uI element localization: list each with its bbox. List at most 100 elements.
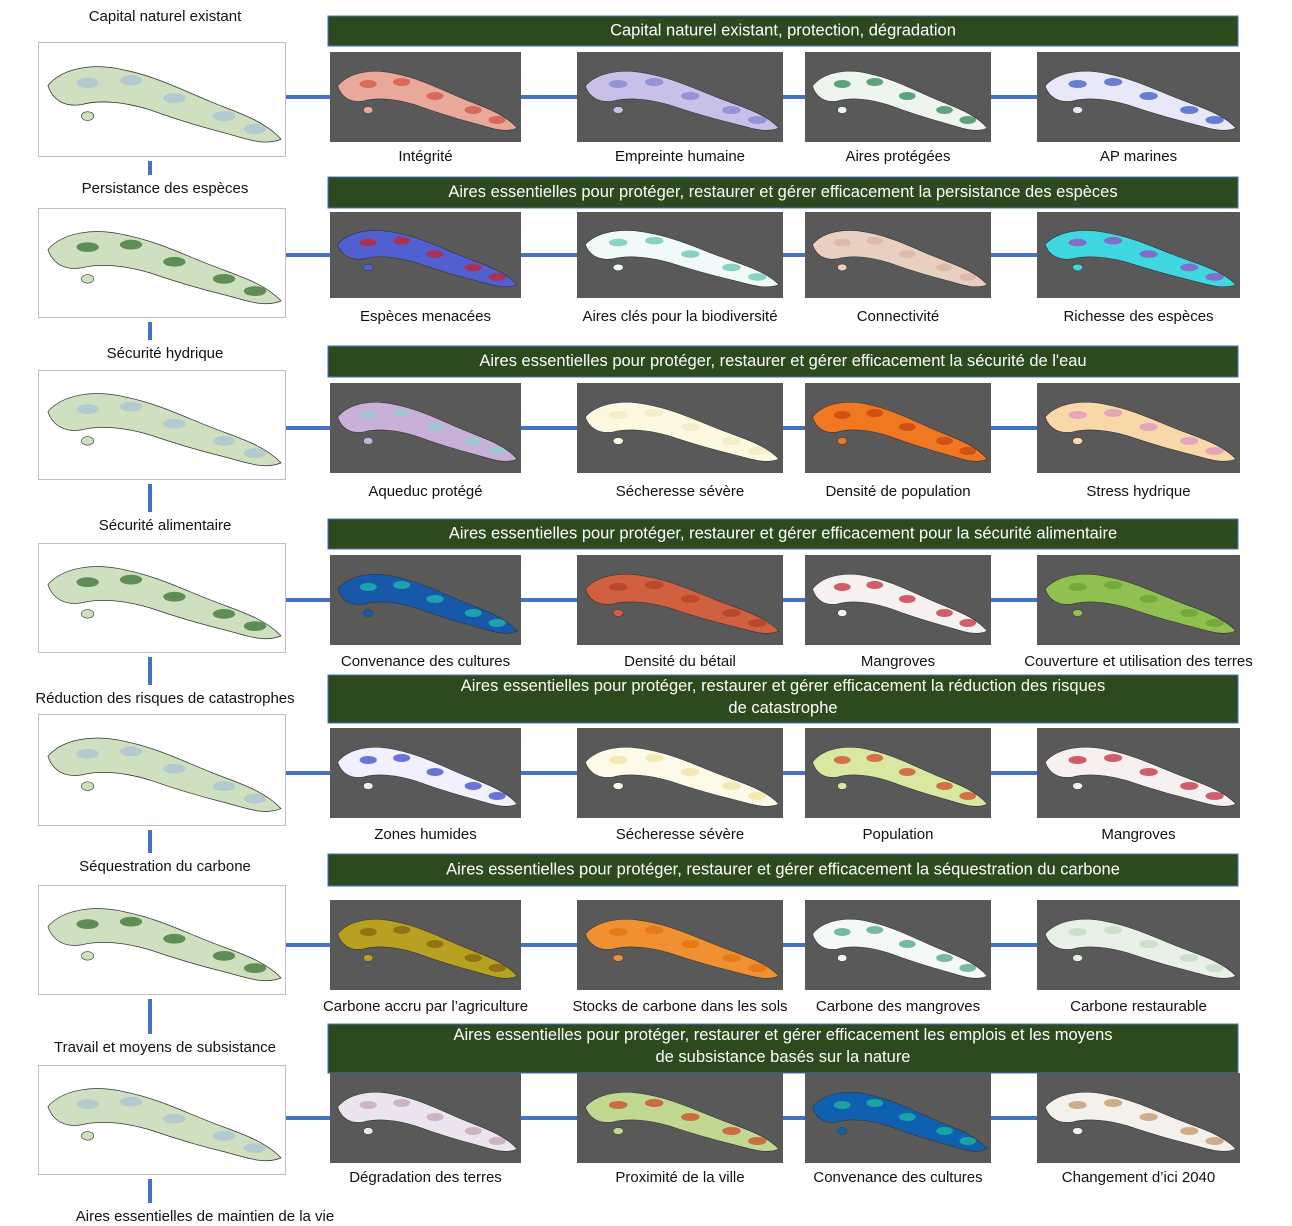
isle [81, 951, 95, 961]
map-patch [959, 792, 977, 800]
island [584, 747, 780, 807]
isle [81, 781, 95, 791]
isle [363, 954, 374, 962]
map-patch [833, 756, 851, 764]
indicator-map [330, 212, 521, 298]
map-patch [393, 236, 411, 245]
summary-map [38, 543, 286, 653]
map-caption: Connectivité [857, 308, 940, 325]
isle [837, 437, 848, 445]
map-patch [959, 619, 977, 627]
map-patch [1205, 116, 1224, 124]
footer-label: Aires essentielles de maintien de la vie [76, 1208, 334, 1225]
map-patch [747, 116, 767, 124]
map-patch [959, 116, 977, 124]
map-patch [212, 951, 236, 961]
map-patch [488, 273, 506, 281]
map-patch [1180, 954, 1199, 962]
map-caption: Densité du bétail [624, 653, 736, 670]
island [47, 737, 282, 812]
map-patch [959, 273, 977, 281]
map-patch [426, 250, 444, 258]
map-patch [959, 964, 977, 972]
indicator-map [330, 52, 521, 142]
isle [837, 263, 848, 272]
map-patch [1139, 595, 1158, 603]
banner-text: Aires essentielles pour protéger, restau… [461, 677, 1105, 717]
map-patch [681, 595, 700, 603]
isle [612, 1127, 624, 1135]
map-patch [936, 106, 953, 114]
map-patch [464, 263, 482, 272]
island [47, 566, 282, 640]
map-patch [212, 1131, 236, 1141]
map-caption: AP marines [1100, 148, 1177, 165]
map-patch [608, 583, 628, 591]
map-patch [1068, 411, 1087, 419]
map-patch [119, 1096, 143, 1107]
map-patch [488, 792, 506, 800]
map-patch [722, 263, 741, 272]
indicator-map [1037, 52, 1240, 142]
map-patch [833, 411, 851, 419]
summary-map [38, 714, 286, 826]
map-caption: Mangroves [1101, 826, 1175, 843]
indicator-map [330, 1073, 521, 1163]
map-patch [866, 754, 884, 762]
isle [612, 609, 624, 617]
map-patch [1205, 792, 1224, 800]
map-caption: Carbone accru par l’agriculture [323, 998, 528, 1015]
map-patch [936, 609, 953, 617]
map-patch [243, 793, 267, 804]
map-patch [833, 80, 851, 88]
summary-map [38, 42, 286, 157]
map-patch [1205, 273, 1224, 281]
banner-text: Aires essentielles pour protéger, restau… [479, 352, 1086, 370]
map-caption: Stress hydrique [1086, 483, 1190, 500]
isle [612, 263, 624, 272]
isle [363, 782, 374, 790]
banner [327, 853, 1239, 887]
map-patch [212, 781, 236, 792]
indicator-map [805, 728, 991, 818]
indicator-map [330, 555, 521, 645]
banner [327, 15, 1239, 47]
map-patch [1180, 782, 1199, 790]
map-patch [644, 409, 664, 417]
map-patch [722, 437, 741, 445]
indicator-map [577, 383, 783, 473]
map-patch [1068, 80, 1087, 88]
indicator-map [1037, 383, 1240, 473]
map-patch [936, 954, 953, 962]
map-patch [464, 1127, 482, 1135]
map-patch [163, 1113, 186, 1124]
island [337, 71, 518, 131]
summary-map [38, 1065, 286, 1175]
map-patch [359, 583, 377, 591]
indicator-map [1037, 728, 1240, 818]
map-caption: Intégrité [398, 148, 452, 165]
map-patch [1103, 78, 1123, 86]
map-patch [898, 250, 916, 258]
map-patch [464, 609, 482, 617]
map-patch [898, 595, 916, 603]
banner [327, 518, 1239, 550]
indicator-map [1037, 212, 1240, 298]
island [584, 574, 780, 634]
map-patch [1180, 263, 1199, 272]
map-caption: Zones humides [374, 826, 477, 843]
island [1044, 747, 1237, 807]
indicator-map [805, 52, 991, 142]
island [337, 402, 518, 462]
map-patch [426, 92, 444, 100]
indicator-map [577, 1073, 783, 1163]
isle [1072, 437, 1083, 445]
map-patch [866, 236, 884, 245]
indicator-map [1037, 900, 1240, 990]
map-patch [936, 263, 953, 272]
row-label: Persistance des espèces [82, 180, 249, 197]
map-caption: Changement d’ici 2040 [1062, 1169, 1215, 1186]
isle [81, 609, 95, 619]
map-patch [936, 1127, 953, 1135]
map-patch [644, 926, 664, 934]
